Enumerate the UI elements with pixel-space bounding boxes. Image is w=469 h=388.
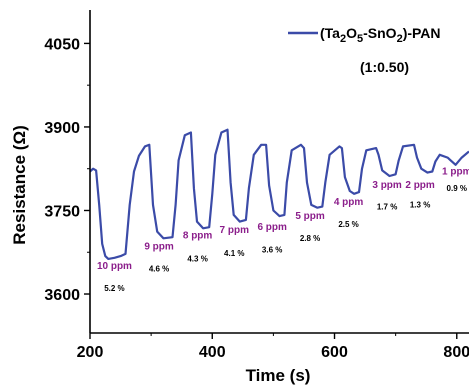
plot-area — [90, 130, 469, 259]
response-label: 2.8 % — [300, 234, 320, 243]
legend-label: (Ta2O5-SnO2)-PAN — [320, 25, 441, 45]
x-axis-title: Time (s) — [246, 366, 311, 385]
y-tick-label: 4050 — [44, 36, 80, 53]
response-label: 4.6 % — [149, 265, 169, 274]
concentration-label: 5 ppm — [295, 211, 325, 222]
concentration-label: 3 ppm — [372, 180, 402, 191]
x-tick-label: 400 — [199, 344, 226, 361]
tick-group: 200 400 600 800 3600 3750 3900 4050 — [44, 36, 469, 361]
response-label: 2.5 % — [338, 220, 358, 229]
x-tick-label: 200 — [77, 344, 104, 361]
x-tick-label: 800 — [443, 344, 469, 361]
legend-label-part: O — [346, 25, 357, 41]
response-label: 1.3 % — [410, 201, 430, 210]
response-label: 1.7 % — [377, 202, 397, 211]
legend: (Ta2O5-SnO2)-PAN (1:0.50) — [288, 25, 441, 75]
response-label: 0.9 % — [447, 184, 467, 193]
concentration-label: 2 ppm — [405, 180, 435, 191]
concentration-label: 7 ppm — [220, 225, 250, 236]
concentration-label: 1 ppm — [442, 166, 469, 177]
concentration-label: 6 ppm — [257, 222, 287, 233]
response-label: 4.1 % — [224, 249, 244, 258]
y-tick-label: 3750 — [44, 203, 80, 220]
axes — [90, 10, 469, 333]
response-label: 5.2 % — [104, 284, 124, 293]
y-tick-label: 3600 — [44, 287, 80, 304]
legend-label-part: )-PAN — [403, 25, 441, 41]
concentration-label: 9 ppm — [144, 241, 174, 252]
legend-label-part: (Ta — [320, 25, 340, 41]
concentration-label: 4 ppm — [334, 197, 364, 208]
y-tick-label: 3900 — [44, 120, 80, 137]
concentration-label: 8 ppm — [183, 230, 213, 241]
legend-label-part: -SnO — [363, 25, 397, 41]
concentration-label: 10 ppm — [97, 261, 132, 272]
legend-ratio: (1:0.50) — [360, 59, 409, 75]
response-label: 4.3 % — [187, 255, 207, 264]
response-label: 3.6 % — [262, 245, 282, 254]
x-tick-label: 600 — [321, 344, 348, 361]
series-line-ta2o5-sno2-pan — [90, 130, 469, 259]
y-axis-title: Resistance (Ω) — [10, 125, 29, 244]
